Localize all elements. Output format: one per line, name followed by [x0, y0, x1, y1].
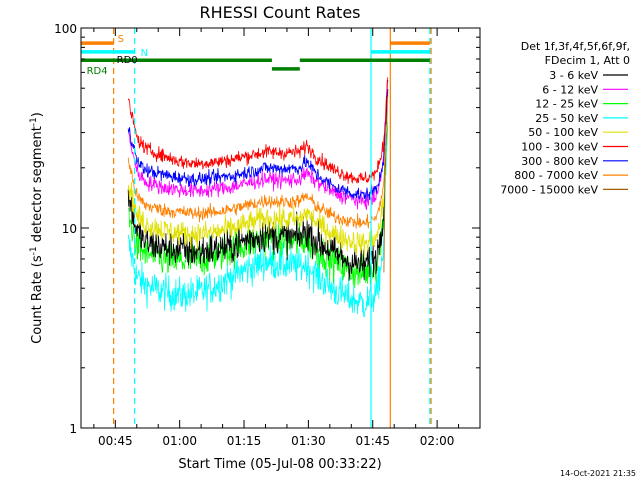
series-line-800-7000-kev [127, 89, 389, 229]
x-tick-label-01-00: 01:00 [162, 434, 197, 448]
x-tick-label-01-15: 01:15 [227, 434, 262, 448]
y-axis-label: Count Rate (s-1 detector segment-1) [29, 112, 45, 344]
footer-timestamp: 14-Oct-2021 21:35 [560, 469, 636, 478]
y-tick-label-10: 10 [62, 222, 77, 236]
flag-label-s: S [118, 34, 124, 45]
flag-label-n: N [141, 48, 148, 59]
legend-label-50-100-kev: 50 - 100 keV [528, 126, 598, 139]
x-tick-label-02-00: 02:00 [420, 434, 455, 448]
series-line-100-300-kev [127, 77, 389, 184]
x-tick-label-01-30: 01:30 [291, 434, 326, 448]
legend-label-100-300-kev: 100 - 300 keV [521, 141, 598, 154]
legend-label-800-7000-kev: 800 - 7000 keV [514, 169, 598, 182]
series-line-3-6-kev [127, 79, 389, 281]
y-tick-label-1: 1 [69, 422, 77, 436]
data-layer [127, 77, 389, 318]
legend-label-6-12-kev: 6 - 12 keV [542, 83, 598, 96]
legend-header-1: Det 1f,3f,4f,5f,6f,9f, [521, 40, 630, 53]
x-tick-label-00-45: 00:45 [98, 434, 133, 448]
legend-label-300-800-kev: 300 - 800 keV [521, 155, 598, 168]
x-axis-label: Start Time (05-Jul-08 00:33:22) [178, 457, 381, 472]
legend-header-2: FDecim 1, Att 0 [545, 54, 630, 67]
x-tick-label-01-45: 01:45 [355, 434, 390, 448]
flag-label-rd4: RD4 [87, 66, 108, 77]
series-line-7000-15000-kev [383, 148, 386, 273]
series-line-50-100-kev [127, 97, 389, 258]
series-line-300-800-kev [127, 88, 389, 202]
flag-label-rd0: RD0 [117, 55, 138, 66]
legend-label-25-50-kev: 25 - 50 keV [535, 112, 598, 125]
legend-label-3-6-kev: 3 - 6 keV [549, 69, 598, 82]
legend-label-12-25-kev: 12 - 25 keV [535, 98, 598, 111]
legend: Det 1f,3f,4f,5f,6f,9f, FDecim 1, Att 0 3… [500, 40, 630, 196]
series-line-25-50-kev [127, 122, 389, 318]
legend-label-7000-15000-kev: 7000 - 15000 keV [500, 183, 598, 196]
y-tick-label-100: 100 [54, 22, 77, 36]
chart-title: RHESSI Count Rates [200, 3, 361, 22]
axis-layer: 00:45 01:00 01:15 01:30 01:45 02:00 1 10 100 [54, 22, 481, 448]
marker-layer [113, 28, 432, 428]
